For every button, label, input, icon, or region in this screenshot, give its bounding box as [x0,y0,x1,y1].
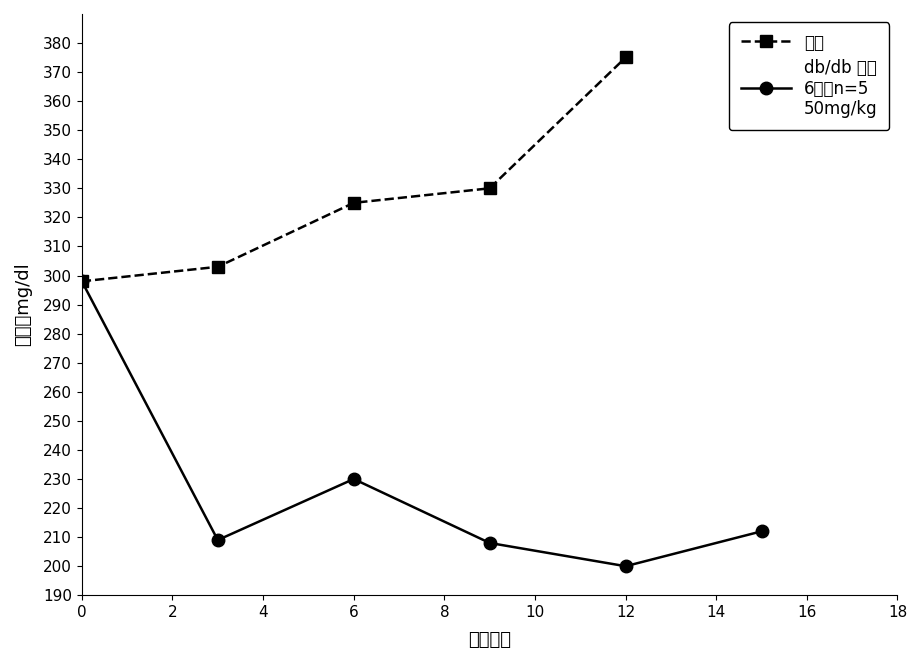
载体 [348,199,359,207]
db/db 雄性 [76,277,87,285]
Line: db/db 雄性: db/db 雄性 [76,275,768,572]
载体 [620,54,631,62]
载体 [76,277,87,285]
载体 [212,263,223,271]
Y-axis label: 血糖，mg/dl: 血糖，mg/dl [14,263,32,347]
db/db 雄性 [212,536,223,544]
Line: 载体: 载体 [76,51,632,288]
db/db 雄性 [756,527,767,535]
db/db 雄性 [620,562,631,570]
载体 [484,184,495,192]
X-axis label: 治疗天数: 治疗天数 [468,631,511,649]
db/db 雄性 [348,475,359,483]
db/db 雄性 [484,539,495,547]
Legend: 载体, db/db 雄性
6周，n=5
50mg/kg: 载体, db/db 雄性 6周，n=5 50mg/kg [729,23,889,130]
